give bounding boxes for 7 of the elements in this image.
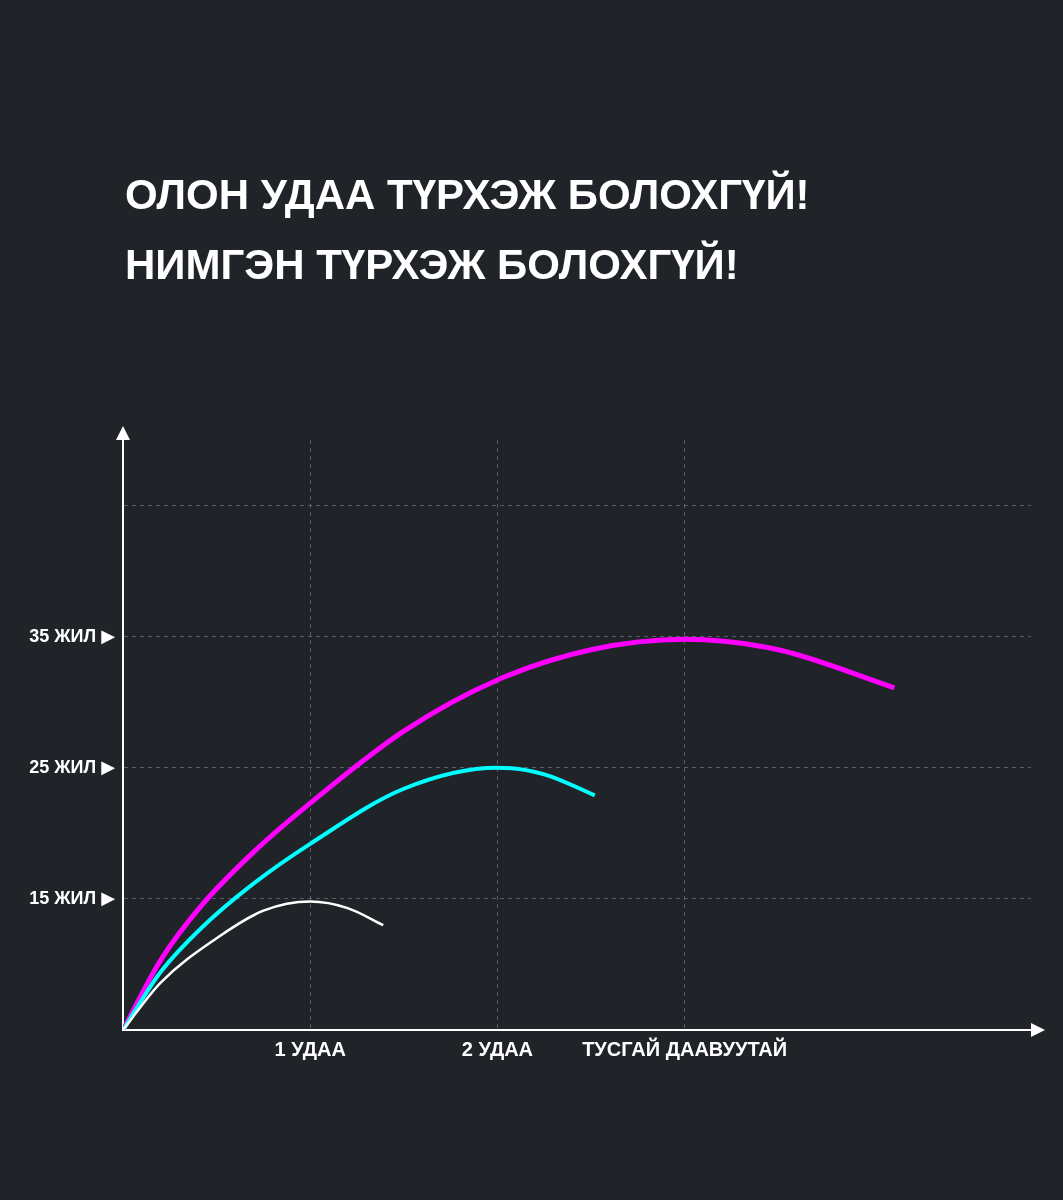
y-tick-label: 35 ЖИЛ ▶ (29, 625, 116, 646)
y-tick-label: 25 ЖИЛ ▶ (29, 756, 116, 777)
y-tick-label: 15 ЖИЛ ▶ (29, 887, 116, 908)
x-tick-label: 1 УДАА (274, 1037, 346, 1060)
x-tick-label: 2 УДАА (461, 1037, 534, 1060)
x-tick-label: ТУСГАЙ ДААВУУТАЙ (582, 1036, 788, 1060)
chart-title: ОЛОН УДАА ТҮРХЭЖ БОЛОХГҮЙ! НИМГЭН ТҮРХЭЖ БОЛОХГҮЙ! (125, 169, 810, 290)
